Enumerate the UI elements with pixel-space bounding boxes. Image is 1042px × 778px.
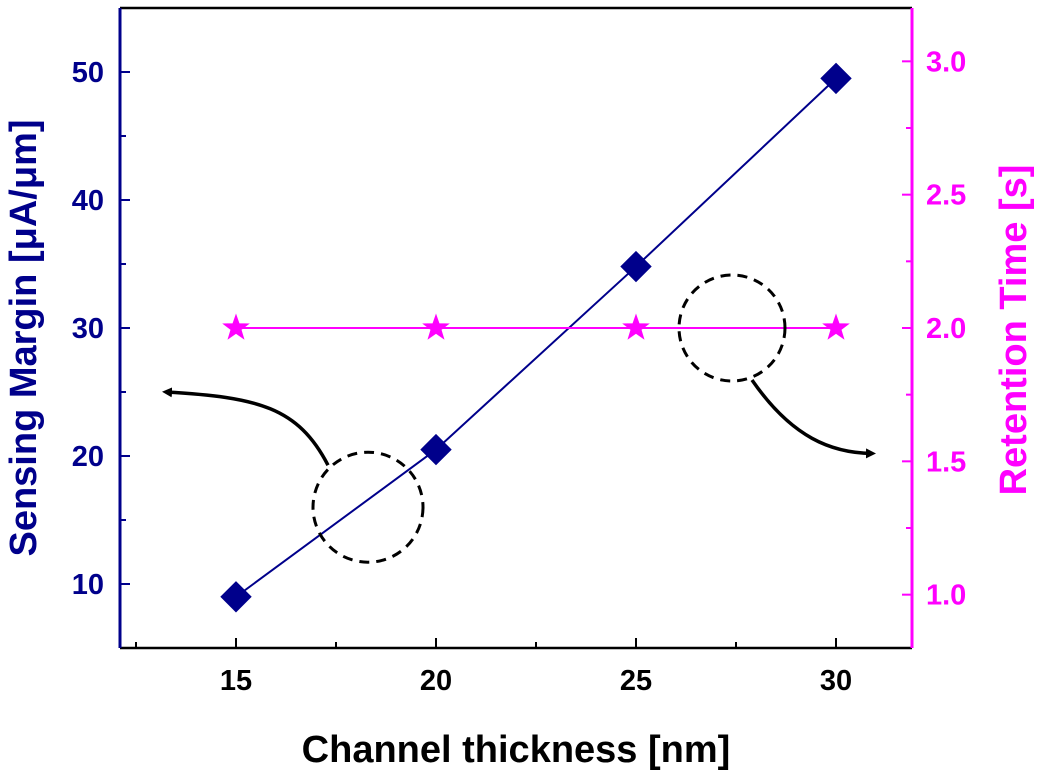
y-right-tick-label: 2.0: [926, 313, 966, 345]
x-tick-label: 15: [220, 665, 252, 697]
y-left-tick-label: 30: [72, 313, 104, 345]
sensing-margin-point: [820, 62, 852, 95]
x-axis-title: Channel thickness [nm]: [302, 729, 731, 771]
retention-time-point: [822, 313, 850, 340]
sensing-margin-line: [235, 77, 837, 598]
retention-time-point: [622, 313, 650, 340]
retention-time-point: [422, 313, 450, 340]
annotation-circle-left: [311, 450, 425, 564]
sensing-margin-point: [420, 433, 452, 466]
y-axis-right-title: Retention Time [s]: [993, 165, 1035, 496]
series-layer: [220, 62, 852, 613]
sensing-margin-point: [220, 581, 252, 613]
y-right-tick-label: 2.5: [926, 180, 966, 212]
retention-time-point: [222, 313, 250, 340]
y-left-tick-label: 40: [72, 185, 104, 217]
x-tick-label: 25: [620, 665, 652, 697]
arrow-to-left-axis: [162, 387, 330, 467]
y-axis-left: 10 20 30 40 50: [72, 57, 130, 601]
annotation-layer: [162, 273, 876, 564]
arrow-to-right-axis: [750, 379, 876, 459]
y-axis-left-title: Sensing Margin [μA/μm]: [3, 119, 45, 556]
sensing-margin-point: [620, 250, 652, 283]
y-left-tick-label: 20: [72, 441, 104, 473]
y-axis-right: 1.0 1.5 2.0 2.5 3.0: [902, 46, 966, 612]
y-left-tick-label: 10: [72, 569, 104, 601]
y-left-tick-label: 50: [72, 57, 104, 89]
x-tick-label: 20: [420, 665, 452, 697]
x-axis: 15 20 25 30: [135, 638, 852, 697]
x-tick-label: 30: [820, 665, 852, 697]
y-right-tick-label: 1.5: [926, 446, 966, 478]
y-right-tick-label: 1.0: [926, 580, 966, 612]
annotation-circle-right: [677, 273, 787, 383]
y-right-tick-label: 3.0: [926, 46, 966, 78]
